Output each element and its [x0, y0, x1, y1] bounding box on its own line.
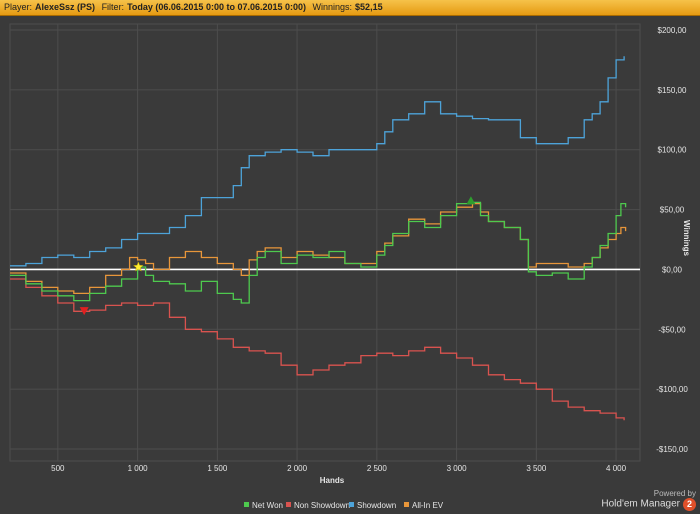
player-value[interactable]: AlexeSsz (PS) [35, 2, 96, 12]
powered-by-text: Powered by [653, 489, 696, 498]
legend-label-showdown[interactable]: Showdown [357, 501, 396, 510]
chart-legend: Net Won Non Showdown Showdown All-In EV [244, 501, 444, 510]
legend-label-all-in-ev[interactable]: All-In EV [412, 501, 444, 510]
y-tick-label: -$50,00 [658, 325, 686, 334]
y-tick-label: -$100,00 [656, 385, 688, 394]
x-tick-label: 1 000 [128, 464, 149, 473]
legend-swatch-showdown [349, 502, 354, 507]
x-tick-label: 4 000 [606, 464, 627, 473]
chart-markers [79, 196, 476, 316]
y-tick-label: $200,00 [658, 26, 687, 35]
series-line-non-showdown [10, 278, 625, 421]
y-tick-label: $0,00 [662, 265, 683, 274]
brand-badge-icon: 2 [683, 498, 696, 511]
y-tick-label: $100,00 [658, 146, 687, 155]
x-tick-label: 1 500 [207, 464, 228, 473]
series-line-all-in-ev [10, 202, 627, 295]
x-tick-label: 3 500 [526, 464, 547, 473]
filter-bar: Player: AlexeSsz (PS) Filter: Today (06.06… [0, 0, 700, 16]
winnings-value: $52,15 [355, 2, 383, 12]
winnings-label: Winnings: [312, 2, 353, 12]
x-axis-ticks: 500 1 000 1 500 2 000 2 500 3 000 3 500 4 000 [51, 464, 626, 473]
grid-lines [9, 23, 641, 462]
series-lines [10, 56, 627, 421]
y-axis-label: Winnings [682, 220, 691, 256]
series-line-showdown [10, 56, 625, 267]
legend-swatch-all-in-ev [404, 502, 409, 507]
y-tick-label: $50,00 [660, 206, 685, 215]
x-tick-label: 500 [51, 464, 65, 473]
star-marker [132, 261, 144, 272]
filter-label: Filter: [101, 2, 125, 12]
y-tick-label: -$150,00 [656, 445, 688, 454]
y-axis-ticks: -$150,00 -$100,00 -$50,00 $0,00 $50,00 $100,0… [656, 26, 688, 454]
x-tick-label: 2 000 [287, 464, 308, 473]
brand-logo: Powered by Hold'em Manager 2 [601, 489, 696, 511]
min-marker [79, 307, 89, 316]
filter-value[interactable]: Today (06.06.2015 0:00 to 07.06.2015 0:0… [127, 2, 307, 12]
legend-label-non-showdown[interactable]: Non Showdown [294, 501, 350, 510]
x-axis-label: Hands [320, 476, 345, 485]
x-tick-label: 2 500 [367, 464, 388, 473]
legend-label-net-won[interactable]: Net Won [252, 501, 283, 510]
y-tick-label: $150,00 [658, 86, 687, 95]
x-tick-label: 3 000 [447, 464, 468, 473]
legend-swatch-non-showdown [286, 502, 291, 507]
max-marker [466, 196, 476, 205]
legend-swatch-net-won [244, 502, 249, 507]
player-label: Player: [4, 2, 33, 12]
winnings-graph: 500 1 000 1 500 2 000 2 500 3 000 3 500 4 000 -… [9, 23, 691, 510]
brand-name: Hold'em Manager [601, 498, 680, 510]
plot-frame [9, 23, 641, 462]
